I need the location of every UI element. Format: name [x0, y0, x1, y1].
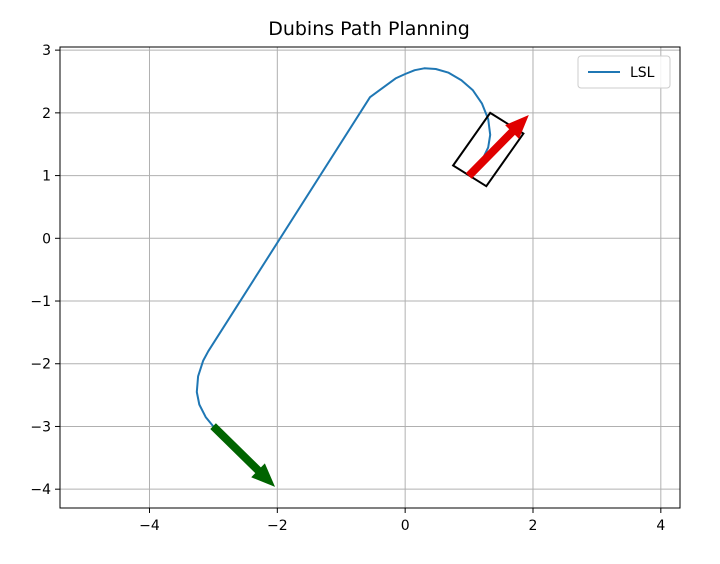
- y-tick-label: 3: [42, 43, 51, 59]
- goal-arrow: [465, 115, 529, 179]
- x-tick-label: 2: [529, 518, 538, 534]
- grid-lines: [60, 47, 680, 508]
- series-line-lsl: [195, 67, 492, 428]
- x-tick-label: 0: [401, 518, 410, 534]
- legend-label-lsl: LSL: [630, 65, 655, 81]
- y-tick-label: 2: [42, 106, 51, 122]
- axes-frame: [59, 46, 681, 509]
- x-tick-label: −2: [267, 518, 288, 534]
- axis-ticks: −4 −2 0 2 4 −4 −3 −2 −1 0 1 2 3: [30, 43, 665, 534]
- y-tick-label: −1: [30, 294, 51, 310]
- plot-area: [195, 67, 529, 487]
- y-tick-label: 0: [42, 231, 51, 247]
- x-tick-label: −4: [139, 518, 160, 534]
- legend-box: [577, 55, 671, 89]
- y-tick-label: −4: [30, 482, 51, 498]
- start-arrow: [210, 423, 276, 487]
- legend: LSL: [577, 55, 671, 89]
- chart-title: Dubins Path Planning: [268, 18, 470, 40]
- y-tick-label: −2: [30, 357, 51, 373]
- x-tick-label: 4: [656, 518, 665, 534]
- y-tick-label: 1: [42, 169, 51, 185]
- y-tick-label: −3: [30, 419, 51, 435]
